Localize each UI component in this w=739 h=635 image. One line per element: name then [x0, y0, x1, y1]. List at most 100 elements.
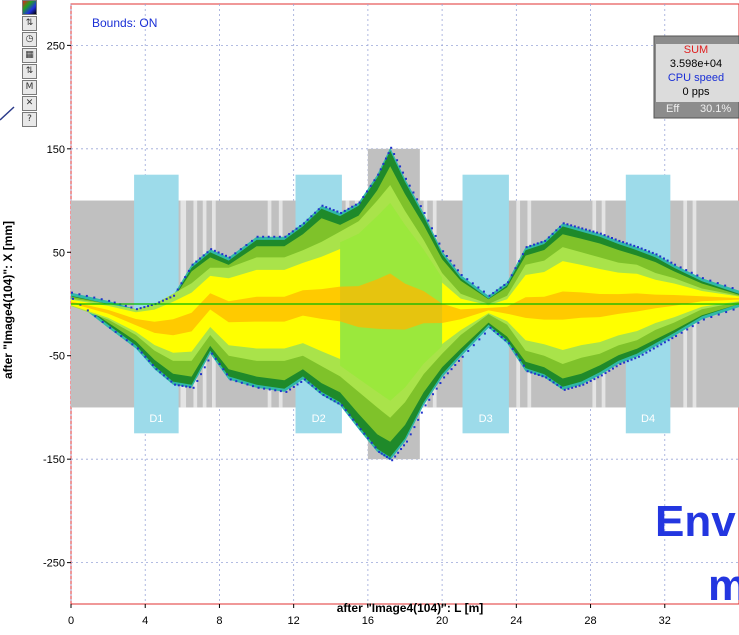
speckle-dot — [573, 225, 576, 228]
speckle-dot — [518, 260, 521, 263]
speckle-dot — [634, 357, 637, 360]
speckle-dot — [593, 378, 596, 381]
dipole-label: D3 — [479, 413, 493, 425]
speckle-dot — [626, 360, 629, 363]
speckle-dot — [636, 246, 639, 249]
speckle-dot — [378, 450, 381, 453]
speckle-dot — [144, 355, 147, 358]
speckle-dot — [100, 298, 103, 301]
speckle-dot — [504, 339, 507, 342]
palette-icon[interactable]: ▣ — [22, 0, 37, 15]
speckle-dot — [291, 230, 294, 233]
speckle-dot — [124, 304, 127, 307]
x-tick-label: 32 — [659, 615, 671, 627]
grid-icon[interactable]: ▦ — [22, 48, 37, 63]
mc-icon[interactable]: M — [22, 80, 37, 95]
speckle-dot — [584, 228, 587, 231]
speckle-dot — [373, 179, 376, 182]
speckle-dot — [192, 386, 195, 389]
speckle-dot — [385, 455, 388, 458]
speckle-dot — [315, 387, 318, 390]
speckle-dot — [679, 266, 682, 269]
speckle-dot — [409, 433, 412, 436]
x-tick-label: 16 — [362, 615, 374, 627]
speckle-dot — [709, 279, 712, 282]
speckle-dot — [354, 203, 357, 206]
two-arrows-icon[interactable]: ⇅ — [22, 64, 37, 79]
speckle-dot — [434, 234, 437, 237]
speckle-dot — [443, 376, 446, 379]
speckle-dot — [113, 301, 116, 304]
speckle-dot — [466, 278, 469, 281]
help-icon[interactable]: ? — [22, 112, 37, 127]
speckle-dot — [165, 298, 168, 301]
speckle-dot — [566, 223, 569, 226]
clock-icon[interactable]: ◷ — [22, 32, 37, 47]
speckle-dot — [370, 441, 373, 444]
speckle-dot — [268, 388, 271, 391]
speckle-dot — [690, 271, 693, 274]
speckle-dot — [608, 369, 611, 372]
speckle-dot — [359, 428, 362, 431]
speckle-dot — [85, 294, 88, 297]
speckle-dot — [499, 286, 502, 289]
speckle-dot — [278, 235, 281, 238]
speckle-dot — [540, 241, 543, 244]
speckle-dot — [533, 243, 536, 246]
speckle-dot — [552, 381, 555, 384]
speckle-dot — [174, 383, 177, 386]
speckle-dot — [292, 385, 295, 388]
speckle-dot — [412, 191, 415, 194]
speckle-dot — [439, 382, 442, 385]
speckle-dot — [588, 229, 591, 232]
speckle-dot — [710, 316, 713, 319]
speckle-dot — [495, 289, 498, 292]
two-arrows-icon[interactable]: ⇅ — [22, 16, 37, 31]
speckle-dot — [206, 251, 209, 254]
speckle-dot — [537, 373, 540, 376]
speckle-dot — [460, 274, 463, 277]
speckle-dot — [101, 321, 104, 323]
speckle-dot — [732, 308, 735, 311]
x-tick-label: 12 — [288, 615, 300, 627]
speckle-dot — [477, 286, 480, 289]
speckle-dot — [158, 301, 161, 304]
speckle-dot — [431, 393, 434, 396]
speckle-dot — [674, 263, 677, 266]
speckle-dot — [618, 239, 621, 242]
speckle-dot — [570, 224, 573, 227]
speckle-dot — [363, 432, 366, 435]
speckle-dot — [471, 282, 474, 285]
speckle-dot — [648, 250, 651, 253]
speckle-dot — [394, 455, 397, 458]
speckle-dot — [328, 207, 331, 210]
speckle-dot — [596, 231, 599, 234]
speckle-dot — [314, 211, 317, 214]
speckle-dot — [691, 325, 694, 328]
speckle-dot — [482, 290, 485, 293]
speckle-dot — [250, 239, 253, 242]
speckle-dot — [438, 242, 441, 245]
speckle-dot — [299, 225, 302, 227]
speckle-dot — [203, 366, 206, 369]
speckle-dot — [637, 355, 640, 358]
speckle-dot — [155, 368, 158, 371]
speckle-dot — [169, 296, 172, 299]
side-toolbar: ▣⇅◷▦⇅M✕? — [22, 0, 37, 128]
speckle-dot — [180, 282, 183, 285]
speckle-dot — [302, 222, 305, 225]
speckle-dot — [161, 299, 164, 302]
speckle-dot — [619, 363, 622, 365]
x-axis-title: after "Image4(104)": L [m] — [337, 601, 484, 615]
speckle-dot — [176, 288, 179, 291]
speckle-dot — [228, 256, 231, 259]
speckle-dot — [355, 423, 358, 426]
speckle-dot — [325, 206, 328, 209]
speckle-dot — [427, 219, 430, 222]
speckle-dot — [402, 171, 405, 174]
speckle-dot — [226, 373, 229, 376]
speckle-dot — [213, 249, 216, 252]
cancel-icon[interactable]: ✕ — [22, 96, 37, 111]
speckle-dot — [697, 321, 700, 324]
speckle-dot — [592, 230, 595, 233]
